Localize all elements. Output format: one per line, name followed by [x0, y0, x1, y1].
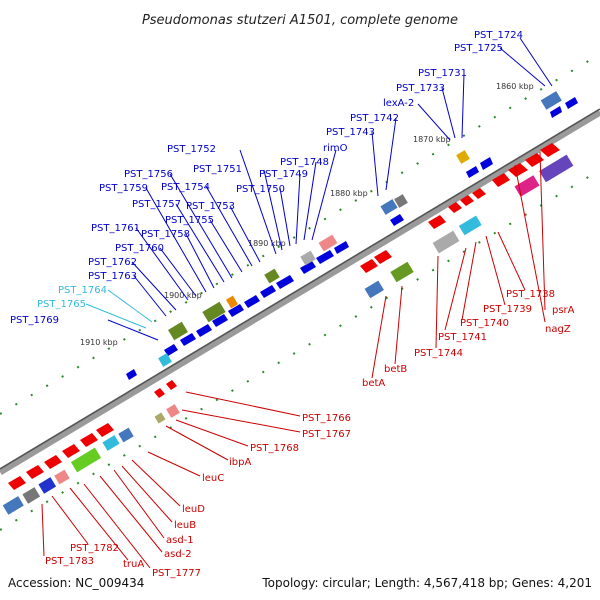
- topology-text: Topology: circular; Length: 4,567,418 bp…: [261, 576, 592, 590]
- gene-label: PST_1731: [418, 68, 467, 79]
- gene-label: PST_1765: [37, 299, 86, 310]
- gene-label: PST_1733: [396, 83, 445, 94]
- accession-text: Accession: NC_009434: [8, 576, 144, 590]
- gene-label: PST_1750: [236, 184, 285, 195]
- gene-label: PST_1741: [438, 332, 487, 343]
- gene-label: leuD: [182, 504, 205, 515]
- gene-label: PST_1748: [280, 157, 329, 168]
- gene-label: nagZ: [545, 324, 571, 335]
- gene-label: PST_1761: [91, 223, 140, 234]
- gene-label: PST_1764: [58, 285, 107, 296]
- gene-label: PST_1743: [326, 127, 375, 138]
- gene-label: PST_1767: [302, 429, 351, 440]
- gene-label: PST_1768: [250, 443, 299, 454]
- gene-label: PST_1755: [165, 215, 214, 226]
- lower-callouts: [41, 151, 546, 569]
- gene-label: betA: [362, 378, 385, 389]
- upper-gene-labels: PST_1724 PST_1725 PST_1731 PST_1733 lexA…: [10, 30, 523, 326]
- gene-label: PST_1758: [141, 229, 190, 240]
- gene-label: psrA: [552, 305, 575, 316]
- gene-label: PST_1740: [460, 318, 509, 329]
- gene-label: asd-2: [164, 549, 192, 560]
- gene-label: PST_1739: [483, 304, 532, 315]
- lower-gene-labels: psrA nagZ PST_1738 PST_1739 PST_1740 PST…: [45, 289, 575, 579]
- reverse-colored-blocks: [2, 154, 574, 515]
- gene-label: PST_1769: [10, 315, 59, 326]
- tick-label: 1860 kbp: [496, 82, 534, 91]
- gene-label: asd-1: [166, 535, 194, 546]
- gene-label: PST_1782: [70, 543, 119, 554]
- gene-label: rimO: [323, 143, 348, 154]
- tick-label: 1880 kbp: [330, 189, 368, 198]
- gene-label: PST_1760: [115, 243, 164, 254]
- gene-label: PST_1753: [186, 201, 235, 212]
- gene-label: leuC: [202, 473, 224, 484]
- gene-label: ibpA: [229, 457, 251, 468]
- gene-label: leuB: [174, 520, 196, 531]
- tick-label: 1900 kbp: [164, 291, 202, 300]
- gene-label: betB: [384, 364, 407, 375]
- gene-label: truA: [123, 559, 144, 570]
- tick-label: 1870 kbp: [413, 135, 451, 144]
- gene-label: PST_1749: [259, 169, 308, 180]
- gene-label: PST_1724: [474, 30, 523, 41]
- gene-label: PST_1783: [45, 556, 94, 567]
- gene-label: PST_1725: [454, 43, 503, 54]
- gene-label: PST_1744: [414, 348, 463, 359]
- gene-label: lexA-2: [383, 98, 414, 109]
- forward-genes: [126, 97, 578, 380]
- forward-colored-blocks: [158, 91, 562, 367]
- cyan-callouts: [85, 289, 153, 329]
- gene-label: PST_1751: [193, 164, 242, 175]
- gene-label: PST_1742: [350, 113, 399, 124]
- map-title: Pseudomonas stutzeri A1501, complete gen…: [142, 13, 458, 28]
- gene-label: PST_1766: [302, 413, 351, 424]
- gene-label: PST_1757: [132, 199, 181, 210]
- gene-label: PST_1754: [161, 182, 210, 193]
- genome-backbone: [0, 108, 600, 476]
- gene-label: PST_1756: [124, 169, 173, 180]
- gene-label: PST_1763: [88, 271, 137, 282]
- tick-label: 1890 kbp: [248, 239, 286, 248]
- reverse-genes: [8, 143, 560, 490]
- tick-label: 1910 kbp: [80, 338, 118, 347]
- gene-label: PST_1752: [167, 144, 216, 155]
- kbp-scale: 1860 kbp 1870 kbp 1880 kbp 1890 kbp 1900…: [80, 82, 534, 347]
- gene-label: PST_1777: [152, 568, 201, 579]
- gene-label: PST_1738: [506, 289, 555, 300]
- upper-callouts: [107, 37, 553, 341]
- gene-label: PST_1759: [99, 183, 148, 194]
- gene-label: PST_1762: [88, 257, 137, 268]
